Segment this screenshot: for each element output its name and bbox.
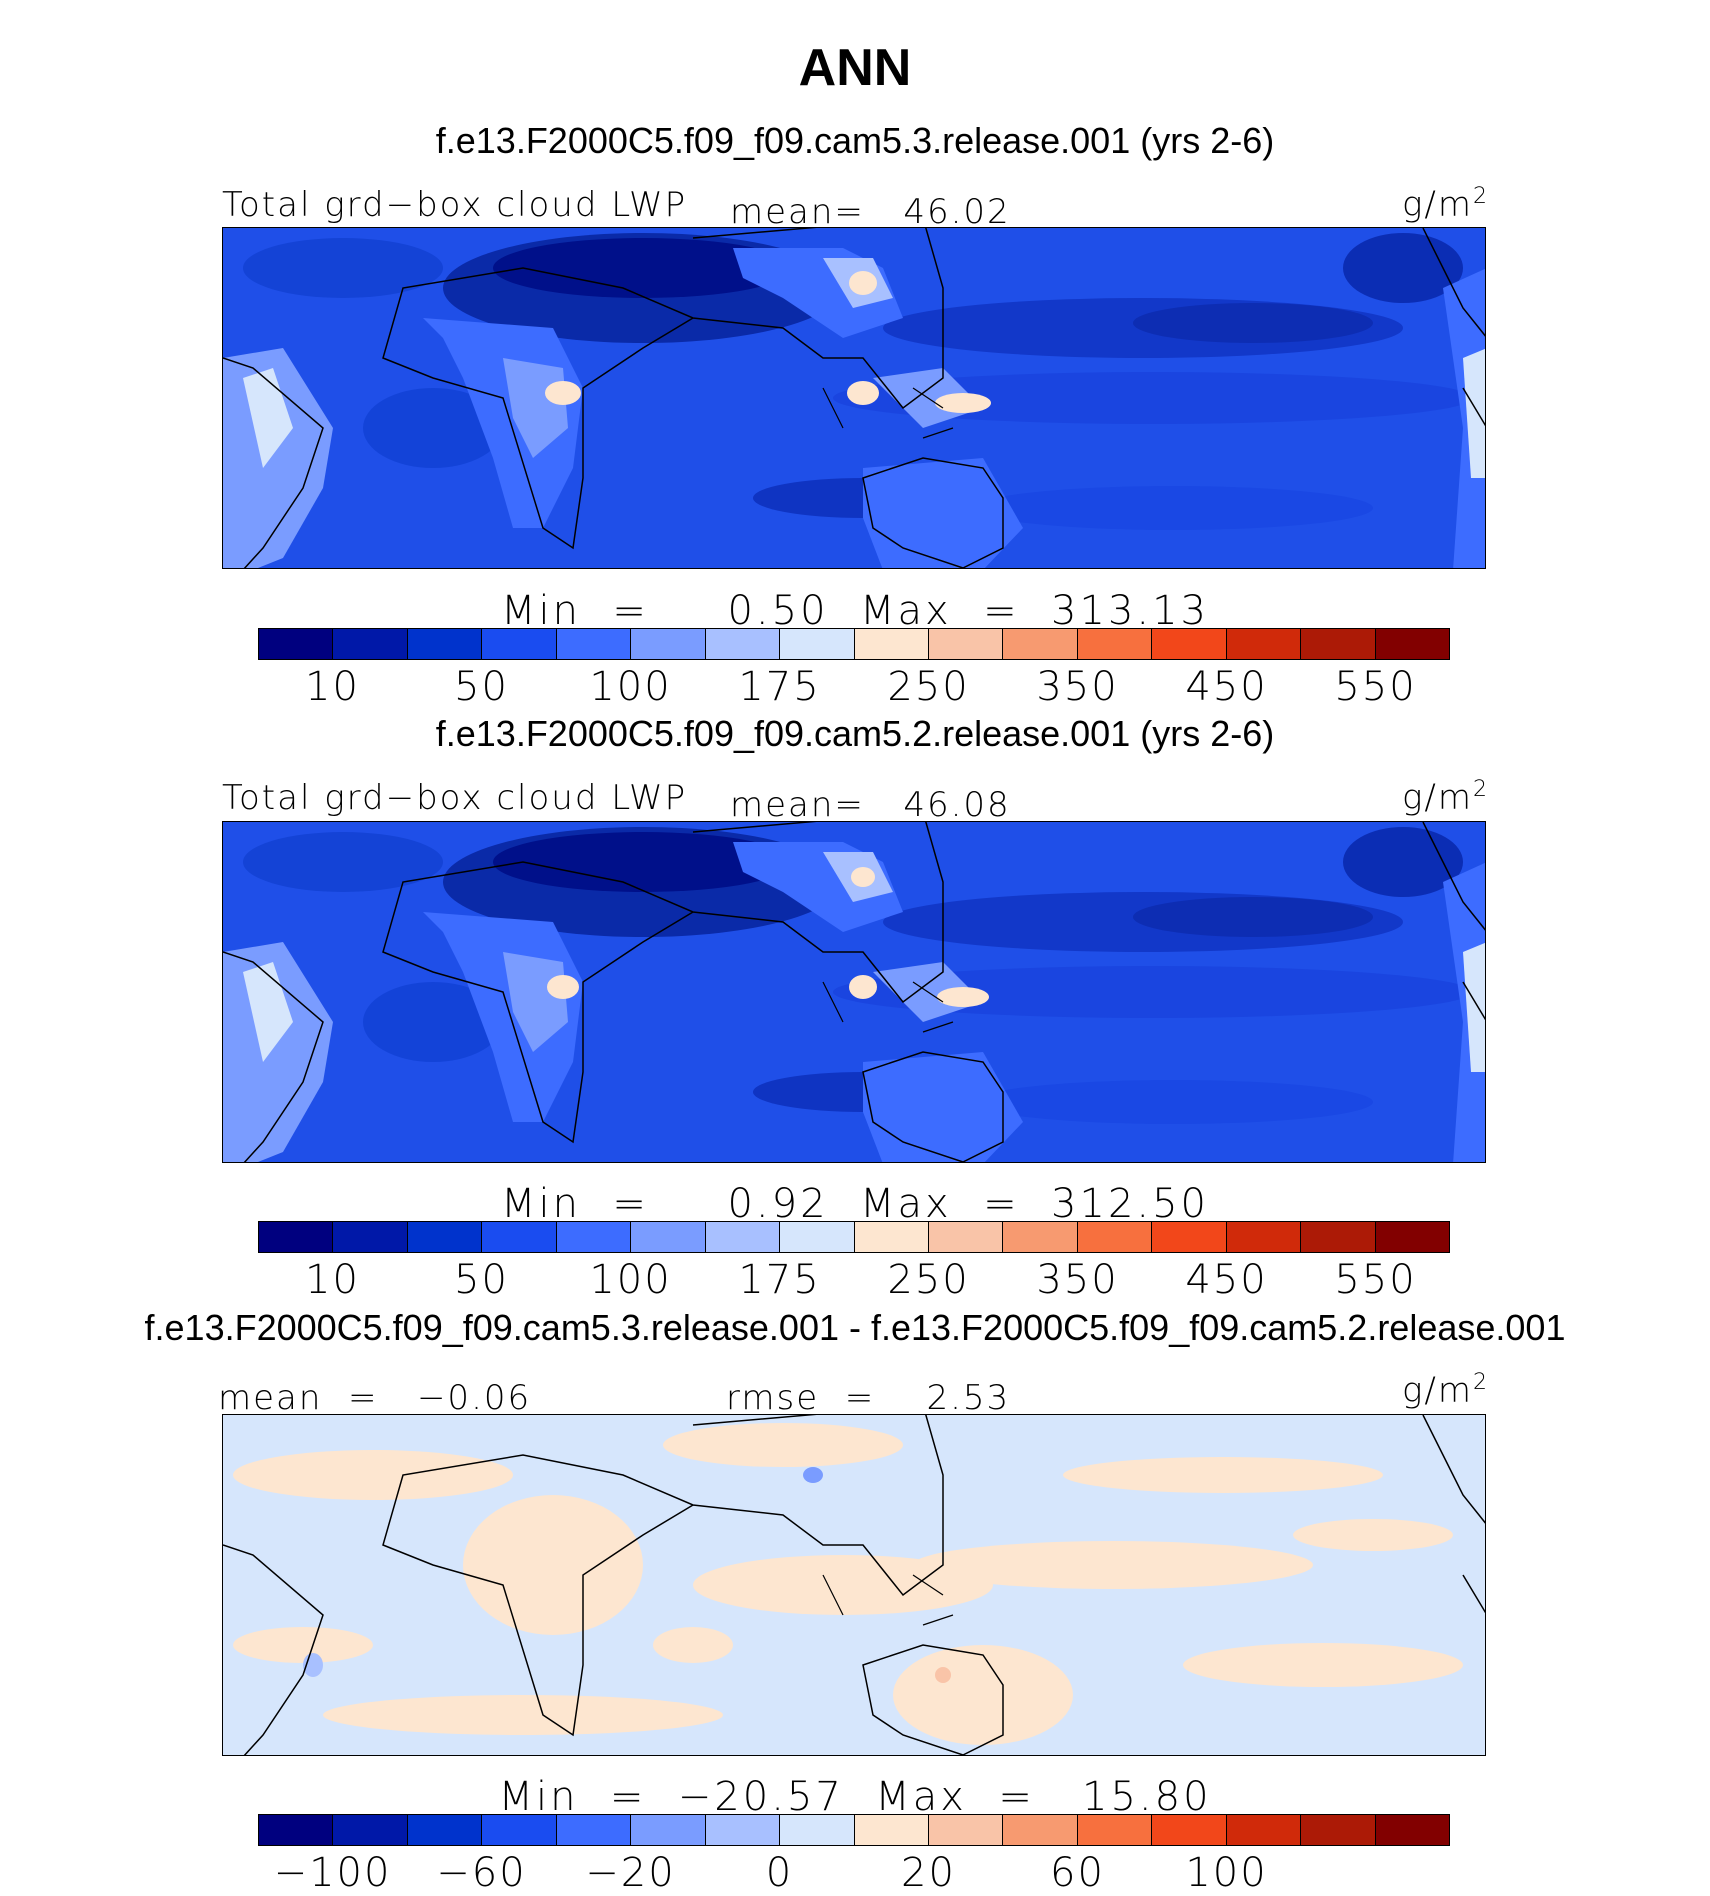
figure-title: ANN: [798, 39, 912, 97]
colorbar-tick-label: 450: [1185, 664, 1268, 710]
colorbar-cell: [1301, 1815, 1376, 1845]
colorbar-cell: [928, 1815, 1004, 1845]
panel-3-colorbar: [258, 1814, 1450, 1846]
colorbar-cell: [407, 629, 483, 659]
panel-1-variable-label: Total grd−box cloud LWP: [222, 185, 688, 225]
colorbar-tick-label: 550: [1334, 1257, 1417, 1303]
colorbar-cell: [1077, 1815, 1153, 1845]
colorbar-cell: [482, 1222, 557, 1252]
colorbar-tick-label: −20: [585, 1850, 676, 1896]
colorbar-cell: [556, 1815, 632, 1845]
colorbar-tick-label: 175: [738, 664, 821, 710]
colorbar-cell: [407, 1815, 483, 1845]
colorbar-cell: [556, 1222, 632, 1252]
panel-2-title: f.e13.F2000C5.f09_f09.cam5.2.release.001…: [435, 713, 1275, 754]
colorbar-cell: [705, 629, 781, 659]
colorbar-cell: [259, 1815, 334, 1845]
colorbar-tick-label: 350: [1036, 664, 1119, 710]
panel-3-map: [222, 1414, 1486, 1756]
colorbar-cell: [780, 1222, 855, 1252]
colorbar-cell: [631, 1222, 706, 1252]
colorbar-cell: [1077, 629, 1153, 659]
colorbar-cell: [482, 629, 557, 659]
colorbar-cell: [1077, 1222, 1153, 1252]
colorbar-cell: [333, 1222, 408, 1252]
colorbar-cell: [482, 1815, 557, 1845]
colorbar-tick-label: 60: [1050, 1850, 1105, 1896]
colorbar-cell: [1003, 629, 1078, 659]
colorbar-cell: [556, 629, 632, 659]
panel-1-mean-label: mean= 46.02: [730, 192, 1011, 232]
colorbar-tick-label: 100: [589, 664, 672, 710]
panel-3-units-label: g/m2: [1402, 1370, 1489, 1411]
colorbar-cell: [631, 1815, 706, 1845]
colorbar-cell: [333, 1815, 408, 1845]
panel-1-units-label: g/m2: [1402, 184, 1489, 225]
colorbar-cell: [1003, 1222, 1078, 1252]
colorbar-cell: [1226, 1815, 1302, 1845]
colorbar-tick-label: 10: [305, 664, 360, 710]
colorbar-cell: [1226, 629, 1302, 659]
panel-3-rmse-label: rmse = 2.53: [726, 1378, 1011, 1418]
colorbar-tick-label: 450: [1185, 1257, 1268, 1303]
panel-3-title: f.e13.F2000C5.f09_f09.cam5.3.release.001…: [144, 1307, 1566, 1348]
panel-2-map: [222, 821, 1486, 1163]
panel-2-units-label: g/m2: [1402, 777, 1489, 818]
colorbar-tick-label: 10: [305, 1257, 360, 1303]
colorbar-tick-label: 175: [738, 1257, 821, 1303]
colorbar-cell: [928, 1222, 1004, 1252]
colorbar-cell: [259, 629, 334, 659]
panel-2-min-max: Min = 0.92 Max = 312.50: [500, 1181, 1210, 1227]
colorbar-tick-label: 550: [1334, 664, 1417, 710]
colorbar-tick-label: 20: [901, 1850, 956, 1896]
colorbar-cell: [1152, 1815, 1227, 1845]
colorbar-tick-label: −100: [273, 1850, 392, 1896]
colorbar-cell: [854, 629, 929, 659]
colorbar-cell: [854, 1222, 929, 1252]
colorbar-tick-label: 50: [454, 664, 509, 710]
colorbar-cell: [1375, 1222, 1449, 1252]
colorbar-cell: [407, 1222, 483, 1252]
colorbar-cell: [333, 629, 408, 659]
colorbar-cell: [780, 1815, 855, 1845]
colorbar-cell: [1003, 1815, 1078, 1845]
colorbar-cell: [705, 1815, 781, 1845]
colorbar-cell: [705, 1222, 781, 1252]
panel-2-colorbar: [258, 1221, 1450, 1253]
colorbar-cell: [631, 629, 706, 659]
colorbar-cell: [1375, 629, 1449, 659]
colorbar-tick-label: 250: [887, 664, 970, 710]
panel-1-colorbar: [258, 628, 1450, 660]
colorbar-tick-label: 350: [1036, 1257, 1119, 1303]
colorbar-cell: [854, 1815, 929, 1845]
panel-1-min-max: Min = 0.50 Max = 313.13: [500, 588, 1210, 634]
panel-2-variable-label: Total grd−box cloud LWP: [222, 778, 688, 818]
colorbar-tick-label: 100: [1185, 1850, 1268, 1896]
colorbar-tick-label: 0: [765, 1850, 794, 1896]
panel-1-map: [222, 227, 1486, 569]
panel-3-min-max: Min = −20.57 Max = 15.80: [498, 1774, 1212, 1820]
panel-2-mean-label: mean= 46.08: [730, 785, 1011, 825]
colorbar-cell: [1301, 629, 1376, 659]
panel-1-title: f.e13.F2000C5.f09_f09.cam5.3.release.001…: [435, 120, 1275, 161]
colorbar-cell: [780, 629, 855, 659]
colorbar-cell: [928, 629, 1004, 659]
colorbar-tick-label: 50: [454, 1257, 509, 1303]
colorbar-tick-label: 100: [589, 1257, 672, 1303]
colorbar-tick-label: −60: [436, 1850, 527, 1896]
colorbar-cell: [1375, 1815, 1449, 1845]
colorbar-tick-label: 250: [887, 1257, 970, 1303]
colorbar-cell: [1226, 1222, 1302, 1252]
colorbar-cell: [1152, 629, 1227, 659]
colorbar-cell: [259, 1222, 334, 1252]
panel-3-mean-label: mean = −0.06: [218, 1378, 532, 1418]
colorbar-cell: [1152, 1222, 1227, 1252]
colorbar-cell: [1301, 1222, 1376, 1252]
